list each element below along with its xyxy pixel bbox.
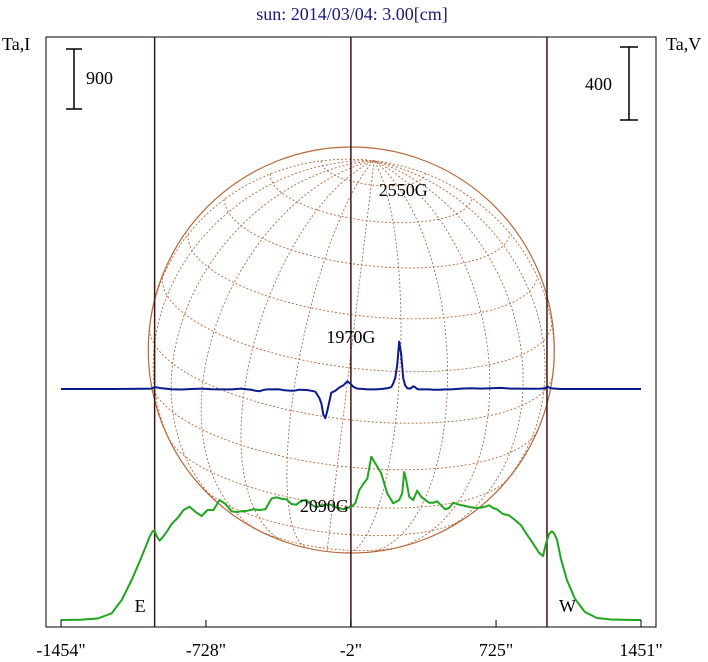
x-tick-label: -2"	[340, 640, 362, 660]
field-strength-annotation: 1970G	[326, 327, 375, 347]
solar-disk-grid	[147, 146, 555, 554]
x-tick-label: -728"	[186, 640, 226, 660]
disk-parallel	[187, 234, 538, 320]
x-tick-label: 725"	[479, 640, 513, 660]
disk-meridian	[345, 160, 402, 554]
stokes-i-line	[60, 455, 642, 621]
disk-parallel	[169, 439, 507, 509]
disk-parallel	[161, 277, 553, 373]
disk-meridian	[200, 160, 375, 531]
right-scale-bar: 400	[585, 46, 638, 121]
disk-meridian	[373, 160, 546, 489]
disk-parallel	[150, 382, 539, 471]
x-tick-label: -1454"	[36, 640, 85, 660]
disk-meridian	[240, 160, 375, 543]
x-axis-ticks: -1454" -728" -2" 725" 1451"	[36, 620, 663, 660]
chart-title: sun: 2014/03/04: 3.00[cm]	[256, 4, 448, 24]
disk-parallel	[253, 527, 404, 552]
disk-parallel	[320, 160, 426, 187]
x-tick-label: 1451"	[619, 640, 662, 660]
disk-meridian	[152, 160, 375, 449]
disk-meridian	[286, 160, 375, 549]
disk-meridian	[373, 160, 491, 548]
disk-parallel	[149, 325, 554, 424]
disk-parallel	[202, 487, 464, 537]
disk-parallel	[269, 173, 473, 224]
left-scale-value: 900	[86, 68, 113, 88]
disk-meridian	[170, 160, 375, 506]
disk-meridian	[373, 160, 524, 533]
limb-marker-label: W	[559, 596, 576, 616]
disk-meridian	[326, 160, 375, 552]
series-lines	[60, 340, 642, 621]
annotations: 2550G 1970G 2090G	[300, 180, 428, 516]
right-scale-value: 400	[585, 74, 612, 94]
left-scale-bar: 900	[66, 48, 113, 110]
right-axis-label: Ta,V	[666, 34, 701, 54]
left-axis-label: Ta,I	[2, 34, 30, 54]
disk-meridian	[149, 158, 375, 326]
field-strength-annotation: 2090G	[300, 496, 349, 516]
field-strength-annotation: 2550G	[379, 180, 428, 200]
disk-meridian	[368, 160, 449, 553]
limb-marker-label: E	[135, 596, 146, 616]
disk-parallel	[224, 198, 511, 269]
stokes-v-line	[61, 340, 641, 420]
